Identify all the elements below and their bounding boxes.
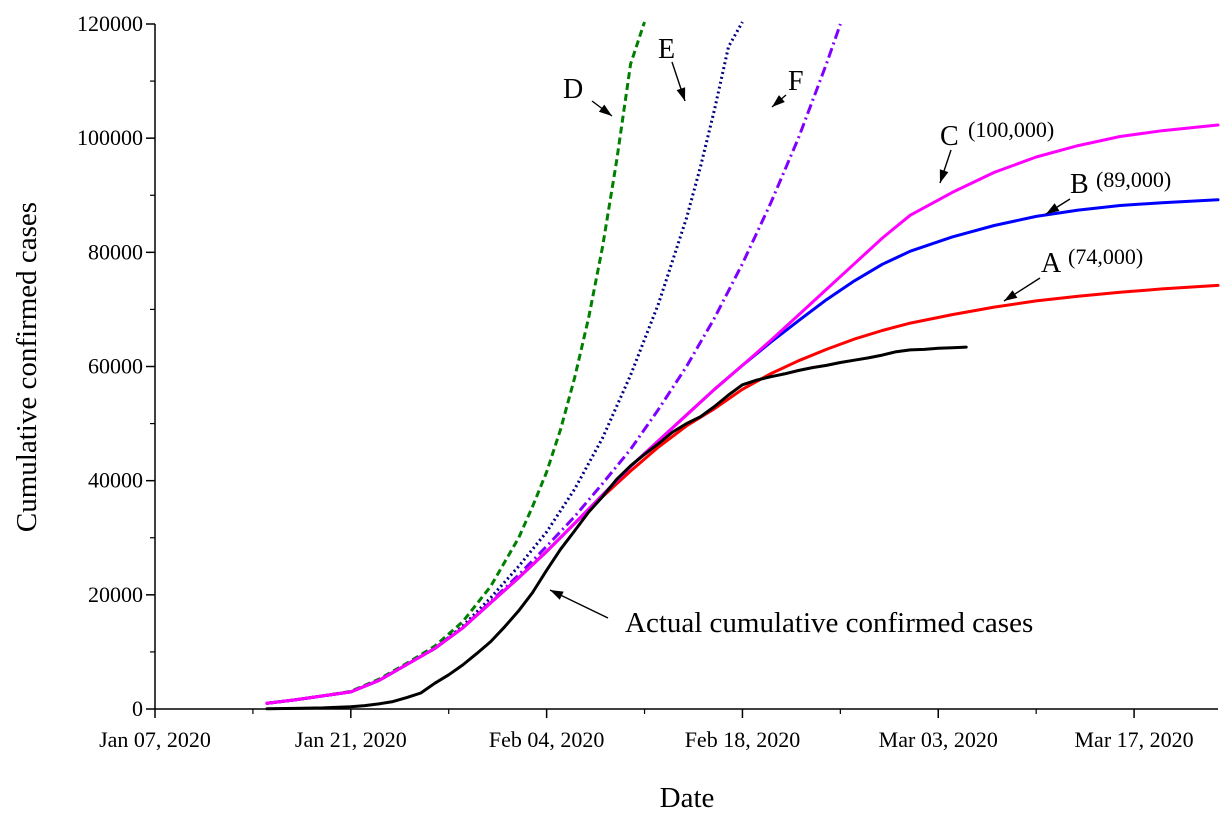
x-tick-label: Jan 07, 2020 <box>99 727 211 752</box>
x-tick-label: Feb 04, 2020 <box>489 727 605 752</box>
x-tick-label: Mar 03, 2020 <box>879 727 998 752</box>
x-tick-label: Mar 17, 2020 <box>1075 727 1194 752</box>
x-ticks: Jan 07, 2020 Jan 21, 2020 Feb 04, 2020 Feb … <box>99 709 1194 752</box>
y-axis-title: Cumulative confirmed cases <box>11 202 43 532</box>
arrow-e-head <box>676 87 686 101</box>
series-label-c: C <box>940 121 959 152</box>
y-tick-label: 40000 <box>88 468 143 493</box>
series-label-b: B <box>1070 169 1089 200</box>
y-tick-label: 80000 <box>88 239 143 264</box>
series-note-c: (100,000) <box>968 117 1054 142</box>
arrow-c-head <box>939 169 949 183</box>
arrow-f-head <box>772 95 785 107</box>
arrow-b-head <box>1046 203 1060 214</box>
arrow-a-head <box>1004 290 1018 301</box>
y-tick-label: 20000 <box>88 582 143 607</box>
series-line-e <box>266 21 744 705</box>
series-label-d: D <box>563 74 583 105</box>
callouts: A (74,000) B (89,000) C (100,000) D E F <box>549 34 1171 619</box>
arrow-d-head <box>598 104 612 116</box>
series-line-actual <box>265 345 968 711</box>
series-line-d <box>266 21 646 705</box>
series-line-a <box>265 283 1220 705</box>
arrow-actual-head <box>550 590 564 600</box>
series-label-a: A <box>1041 248 1062 279</box>
y-tick-label: 120000 <box>77 11 143 36</box>
y-tick-label: 60000 <box>88 354 143 379</box>
series-layer <box>265 21 1220 711</box>
x-tick-label: Jan 21, 2020 <box>295 727 407 752</box>
series-label-e: E <box>658 34 675 65</box>
series-note-a: (74,000) <box>1068 244 1143 269</box>
series-line-c <box>265 123 1220 705</box>
y-tick-label: 0 <box>132 696 143 721</box>
series-label-f: F <box>788 66 804 97</box>
series-note-b: (89,000) <box>1096 167 1171 192</box>
x-tick-label: Feb 18, 2020 <box>685 727 801 752</box>
y-ticks: 0 20000 40000 60000 80000 100000 120000 <box>77 11 155 721</box>
annotation-actual: Actual cumulative confirmed cases <box>625 607 1033 639</box>
series-line-f <box>266 23 842 705</box>
x-axis-title: Date <box>660 782 715 814</box>
y-tick-label: 100000 <box>77 125 143 150</box>
plot-area: 0 20000 40000 60000 80000 100000 120000 Jan 07… <box>77 11 1220 752</box>
